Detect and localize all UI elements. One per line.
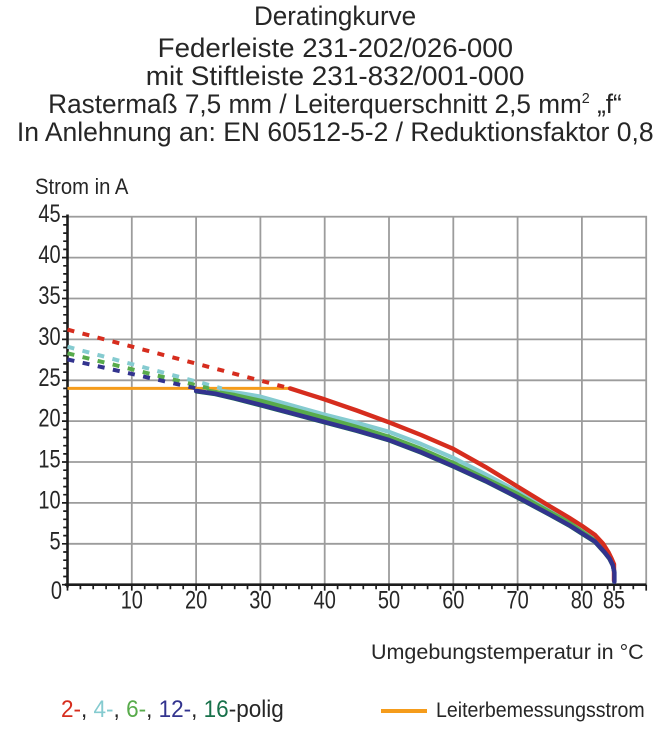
svg-text:10: 10 — [38, 486, 60, 514]
svg-text:45: 45 — [38, 200, 60, 228]
svg-text:85: 85 — [603, 587, 625, 615]
svg-text:30: 30 — [38, 323, 60, 351]
svg-text:15: 15 — [38, 445, 60, 473]
svg-text:20: 20 — [185, 587, 207, 615]
svg-text:20: 20 — [38, 405, 60, 433]
svg-text:5: 5 — [49, 527, 60, 555]
svg-text:0: 0 — [51, 577, 62, 605]
svg-text:10: 10 — [121, 587, 143, 615]
svg-text:80: 80 — [571, 587, 593, 615]
svg-text:40: 40 — [314, 587, 336, 615]
svg-text:40: 40 — [38, 241, 60, 269]
svg-text:25: 25 — [38, 364, 60, 392]
svg-text:35: 35 — [38, 282, 60, 310]
svg-text:70: 70 — [506, 587, 528, 615]
svg-text:60: 60 — [442, 587, 464, 615]
svg-text:50: 50 — [378, 587, 400, 615]
svg-text:30: 30 — [249, 587, 271, 615]
